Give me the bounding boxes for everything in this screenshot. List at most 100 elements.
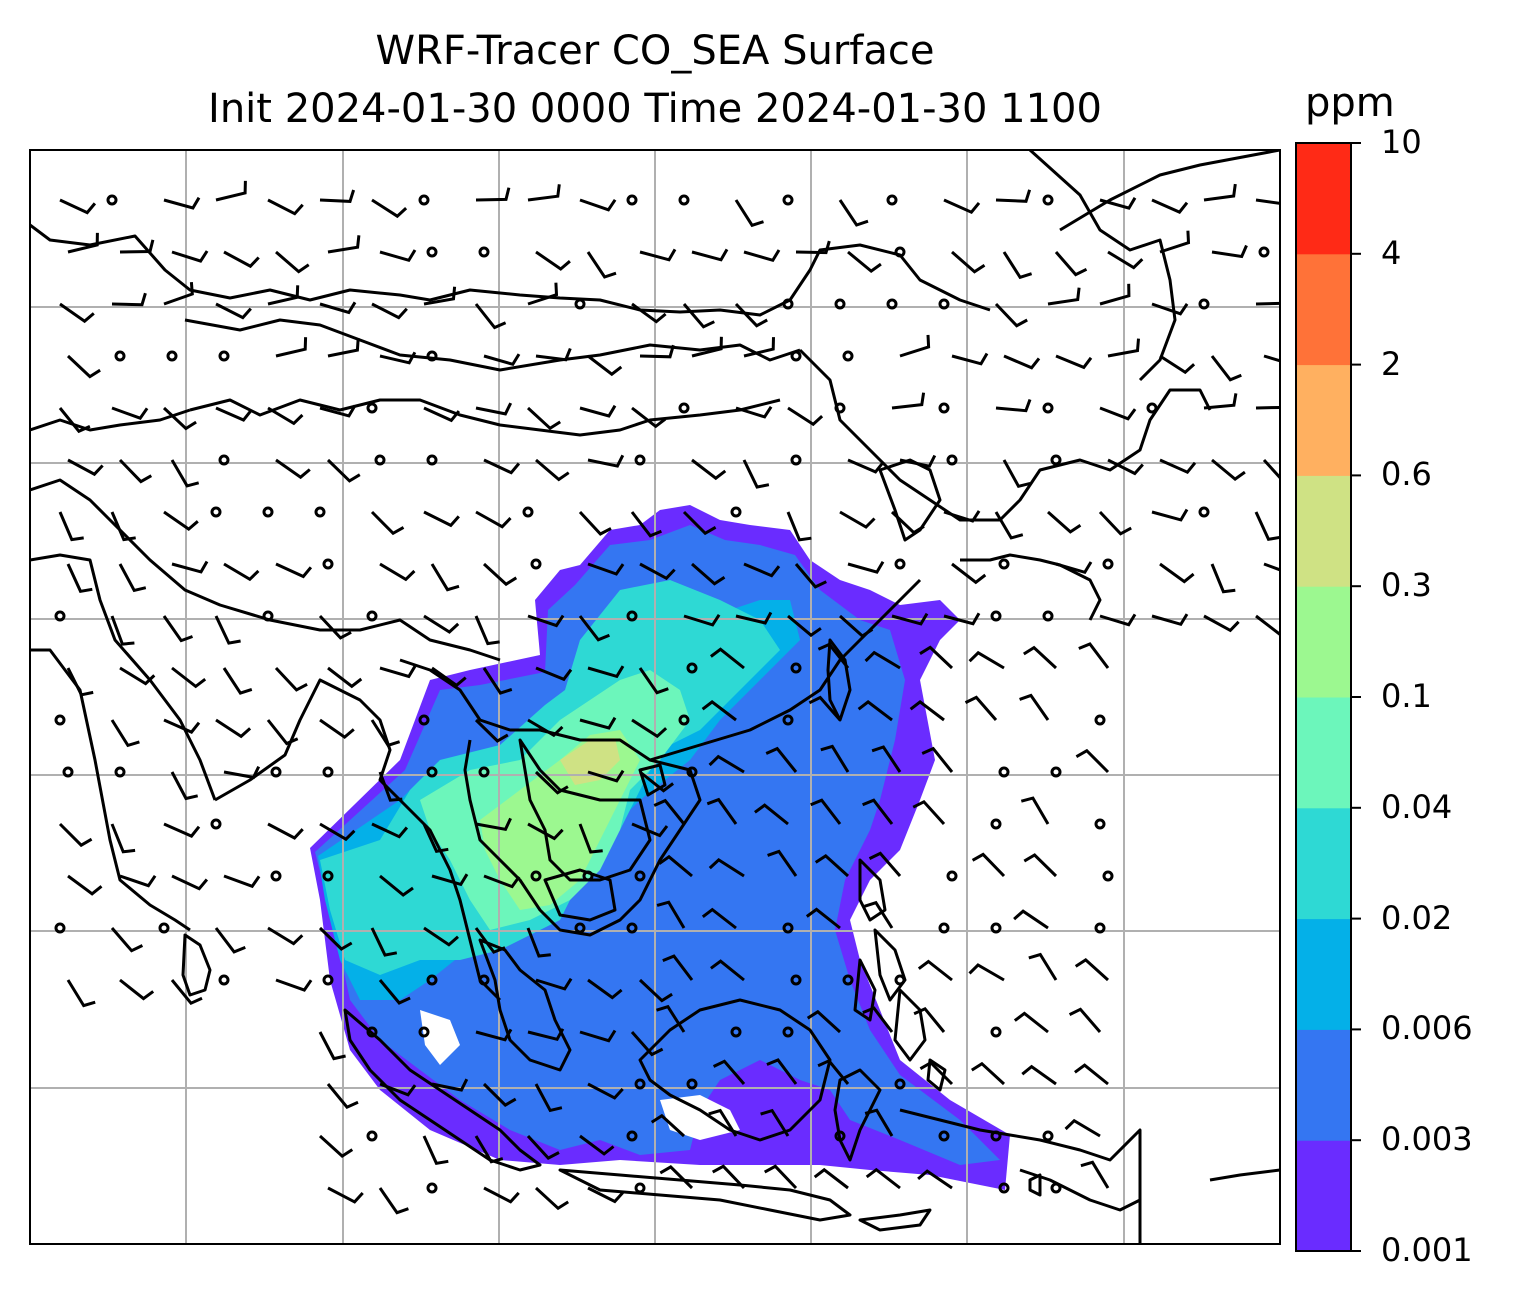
wind-barb — [483, 458, 521, 475]
calm-wind-circle — [478, 974, 490, 986]
wind-barb — [482, 1082, 517, 1107]
calm-wind-circle — [478, 766, 490, 778]
wind-barb — [899, 454, 937, 468]
calm-wind-circle — [938, 298, 950, 310]
coastlines-and-borders — [30, 150, 1280, 1244]
wind-barb — [318, 1134, 354, 1158]
calm-wind-circle — [634, 454, 646, 466]
wind-barb — [483, 874, 521, 889]
wind-barb — [430, 563, 460, 592]
calm-wind-circle — [990, 922, 1002, 934]
wind-barb — [857, 700, 893, 722]
wind-barb — [223, 874, 261, 889]
wind-barb — [526, 406, 562, 431]
calm-wind-circle — [574, 298, 586, 310]
calm-wind-circle — [322, 558, 334, 570]
wind-barb — [787, 614, 822, 638]
wind-barb — [817, 1058, 850, 1085]
wind-barb — [578, 615, 610, 642]
wind-barb — [475, 817, 512, 831]
wind-barb — [1151, 613, 1189, 627]
wind-barb — [712, 1059, 746, 1085]
wind-barb — [862, 798, 894, 825]
wind-barb — [475, 510, 512, 529]
wind-barb — [431, 873, 469, 887]
wind-barb — [994, 511, 1024, 540]
wind-barb — [1203, 614, 1240, 633]
wind-barb — [706, 797, 738, 825]
calm-wind-circle — [1042, 194, 1054, 206]
wind-barb — [378, 979, 411, 1005]
field-gap-2 — [660, 1095, 740, 1140]
wind-barb — [1211, 458, 1246, 481]
wind-barb — [921, 746, 954, 773]
wind-barb — [639, 562, 676, 581]
colorbar-tick-label: 0.003 — [1381, 1120, 1473, 1159]
wind-barb — [795, 240, 831, 255]
wind-barb — [847, 560, 885, 574]
calm-wind-circle — [938, 922, 950, 934]
wind-barb — [708, 754, 745, 774]
wind-barb — [118, 458, 153, 484]
wind-barb — [483, 1186, 520, 1204]
wind-barb — [691, 562, 726, 586]
wind-barb — [587, 354, 623, 377]
wind-barb — [214, 927, 246, 954]
wind-barb — [1203, 393, 1238, 410]
wind-barb — [67, 458, 104, 477]
calm-wind-circle — [678, 402, 690, 414]
calm-wind-circle — [1094, 922, 1106, 934]
wind-barb — [1098, 510, 1132, 536]
wind-barb — [638, 667, 669, 695]
wind-barb — [1055, 561, 1093, 575]
wind-barb — [1159, 562, 1195, 584]
wind-barb — [650, 1113, 686, 1138]
wind-barb — [890, 510, 925, 535]
calm-wind-circle — [946, 454, 958, 466]
wind-barb — [171, 874, 209, 891]
wind-barb — [839, 614, 874, 638]
colorbar-tick-label: 0.1 — [1381, 677, 1432, 715]
wind-barb — [1255, 405, 1280, 410]
calm-wind-circle — [530, 870, 542, 882]
wind-barb — [370, 719, 401, 748]
calm-wind-circle — [1042, 1130, 1054, 1142]
calm-wind-circle — [54, 610, 66, 622]
wind-barb — [631, 302, 667, 324]
wind-barb — [475, 402, 513, 416]
wind-barb — [267, 406, 304, 426]
wind-barb — [813, 1167, 849, 1190]
wind-barb — [1210, 355, 1242, 382]
calm-wind-circle — [938, 1130, 950, 1142]
wind-barb — [1151, 302, 1189, 316]
colorbar-segment-0.003 — [1296, 1029, 1351, 1141]
wind-barb — [222, 667, 253, 695]
calm-wind-circle — [418, 714, 430, 726]
wind-barb — [794, 563, 827, 589]
wind-barb — [587, 1186, 624, 1204]
calm-wind-circle — [998, 766, 1010, 778]
wind-barb — [59, 198, 97, 215]
wind-barb — [943, 510, 981, 523]
wind-barb — [1078, 642, 1110, 669]
calm-wind-circle — [626, 610, 638, 622]
colorbar-tick-label: 0.3 — [1381, 566, 1432, 605]
wind-barb — [163, 822, 201, 838]
calm-wind-circle — [166, 350, 178, 362]
wind-barb — [1151, 508, 1189, 522]
calm-wind-circle — [210, 818, 222, 830]
wind-barb — [163, 510, 199, 531]
calm-wind-circle — [62, 766, 74, 778]
calm-wind-circle — [114, 350, 126, 362]
calm-wind-circle — [998, 1182, 1010, 1194]
wind-barb — [587, 562, 625, 576]
calm-wind-circle — [782, 1026, 794, 1038]
wind-barb — [275, 562, 313, 579]
wind-barb — [1068, 1007, 1102, 1033]
wind-barb — [1047, 287, 1081, 306]
wind-barbs — [54, 180, 1280, 1215]
wind-barb — [326, 1083, 359, 1110]
calm-wind-circle — [990, 1130, 1002, 1142]
wind-barb — [171, 250, 209, 263]
wind-barb — [527, 184, 561, 202]
